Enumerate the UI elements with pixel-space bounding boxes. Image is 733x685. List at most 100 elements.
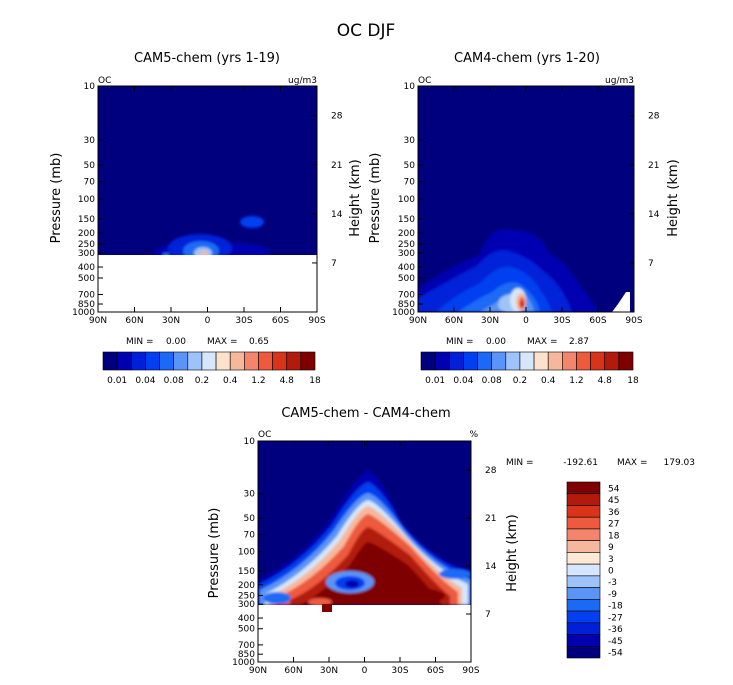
colorbar-swatch xyxy=(566,552,601,565)
colorbar-swatch xyxy=(566,599,601,612)
colorbar-swatch xyxy=(590,351,606,371)
colorbar-swatch xyxy=(491,351,507,371)
y-tick-label: 400 xyxy=(398,263,415,273)
y-axis-label: Pressure (mb) xyxy=(368,153,383,244)
axes: 90N 60N 30N 0 30S 60S 90S 10 30 50 70 100 150 2002503… xyxy=(232,437,497,676)
contour-band xyxy=(365,587,445,605)
colorbar: 0.01 0.04 0.08 0.2 0.4 1.2 4.8 18 xyxy=(420,351,639,386)
colorbar-label: -18 xyxy=(608,602,623,612)
x-tick-label: 60S xyxy=(589,316,606,326)
max-label: MAX = xyxy=(207,337,238,347)
y-right-tick-label: 14 xyxy=(331,210,343,220)
axes: 90N 60N 30N 0 30S 60S 90S 10 30 50 70 100 150 2002503… xyxy=(72,82,343,326)
y-tick-label: 500 xyxy=(78,274,95,284)
panel-title: CAM5-chem (yrs 1-19) xyxy=(134,51,280,66)
colorbar-label: 0.2 xyxy=(513,376,527,386)
x-tick-label: 90S xyxy=(308,316,325,326)
colorbar-swatch xyxy=(566,563,601,577)
y-right-tick-label: 28 xyxy=(331,112,343,122)
contour-band xyxy=(263,592,291,604)
max-value: 2.87 xyxy=(569,337,589,347)
colorbar-label: 45 xyxy=(608,496,619,506)
colorbar-label: -3 xyxy=(608,578,617,588)
max-value: 0.65 xyxy=(249,337,269,347)
no-data-region xyxy=(98,255,317,312)
colorbar-swatch xyxy=(566,540,601,553)
stats: MIN = 0.00 MAX = 0.65 xyxy=(126,337,269,347)
colorbar-swatch xyxy=(566,516,601,530)
colorbar-label: 0.08 xyxy=(482,376,502,386)
colorbar-label: 0 xyxy=(608,567,614,577)
left-label: OC xyxy=(258,430,271,440)
colorbar-label: 9 xyxy=(608,543,614,553)
colorbar-swatch xyxy=(604,351,620,371)
y-tick-label: 200 xyxy=(238,581,255,591)
y-tick-label: 100 xyxy=(78,195,95,205)
y-tick-label: 200 xyxy=(78,229,95,239)
colorbar-swatch xyxy=(505,351,521,371)
max-label: MAX = xyxy=(617,458,648,468)
colorbar-label: 0.4 xyxy=(541,376,556,386)
topography xyxy=(612,292,630,312)
colorbar-swatch xyxy=(145,351,160,371)
y-tick-label: 250 xyxy=(398,240,415,250)
colorbar-label: 0.01 xyxy=(425,376,445,386)
units-label: ug/m3 xyxy=(288,76,317,86)
field-background xyxy=(98,86,317,255)
colorbar-swatch xyxy=(229,351,245,371)
colorbar-label: 18 xyxy=(627,376,639,386)
y-right-tick-label: 21 xyxy=(648,161,659,171)
min-value: -192.61 xyxy=(563,458,598,468)
plot-area xyxy=(418,86,634,312)
y-tick-label: 70 xyxy=(244,530,256,540)
x-tick-label: 60S xyxy=(272,316,289,326)
figure-title: OC DJF xyxy=(337,21,396,41)
units-label: ug/m3 xyxy=(605,76,634,86)
colorbar-label: 54 xyxy=(608,484,620,494)
colorbar-label: 0.08 xyxy=(164,376,184,386)
colorbar-swatch xyxy=(201,351,217,371)
plot-area xyxy=(98,86,317,312)
y-tick-label: 100 xyxy=(398,195,415,205)
colorbar-swatch xyxy=(566,505,601,518)
y-tick-label: 10 xyxy=(244,437,256,447)
left-label: OC xyxy=(418,76,431,86)
x-tick-label: 0 xyxy=(523,316,529,326)
left-label: OC xyxy=(98,76,111,86)
min-label: MIN = xyxy=(126,337,154,347)
x-tick-label: 90S xyxy=(625,316,642,326)
x-tick-label: 0 xyxy=(205,316,211,326)
colorbar-swatch xyxy=(434,351,450,371)
colorbar-label: 27 xyxy=(608,520,619,530)
colorbar-swatch xyxy=(244,351,259,371)
colorbar-label: 0.04 xyxy=(453,376,473,386)
y-right-tick-label: 7 xyxy=(485,610,491,620)
y-tick-label: 700 xyxy=(78,290,95,300)
panel-title: CAM4-chem (yrs 1-20) xyxy=(454,51,600,66)
y-tick-label: 70 xyxy=(404,177,416,187)
colorbar-swatch xyxy=(566,634,601,647)
colorbar-swatch xyxy=(258,351,273,371)
y-tick-label: 30 xyxy=(244,490,256,500)
y-right-axis-label: Height (km) xyxy=(505,514,520,591)
colorbar-swatch xyxy=(566,528,601,541)
x-tick-label: 30N xyxy=(162,316,180,326)
colorbar-swatch xyxy=(463,351,478,371)
y-tick-label: 500 xyxy=(238,625,255,635)
colorbar-swatch xyxy=(448,351,464,371)
topography xyxy=(313,238,317,255)
min-value: 0.00 xyxy=(166,337,186,347)
colorbar-swatch xyxy=(286,351,302,371)
colorbar-label: 18 xyxy=(608,531,620,541)
min-label: MIN = xyxy=(506,458,534,468)
colorbar-swatch xyxy=(566,610,601,624)
y-right-tick-label: 14 xyxy=(485,562,497,572)
y-tick-label: 700 xyxy=(398,290,415,300)
no-data-region xyxy=(258,605,471,662)
colorbar-label: -9 xyxy=(608,590,617,600)
colorbar-swatch xyxy=(116,351,132,371)
x-tick-label: 30S xyxy=(391,666,408,676)
colorbar-label: 1.2 xyxy=(251,376,265,386)
